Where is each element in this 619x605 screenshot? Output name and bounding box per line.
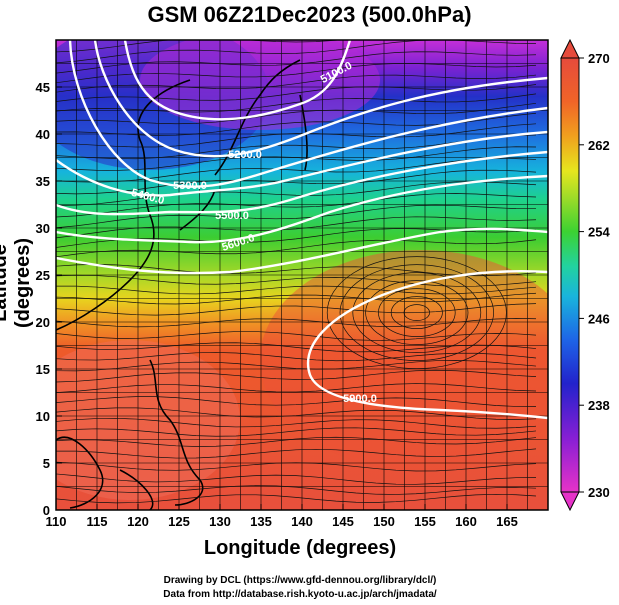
y-axis-label: Latitude (degrees)	[0, 237, 34, 329]
streamline	[339, 264, 494, 361]
y-axis: 0 5 10 15 20 25 30 35 40 45	[36, 80, 62, 518]
credit-data: Data from http://database.rish.kyoto-u.a…	[163, 589, 437, 600]
colorbar: 230 238 246 254 262 270	[560, 38, 610, 512]
streamline	[56, 292, 537, 305]
map-grid	[56, 40, 548, 510]
contour-label: 5200.0	[228, 149, 262, 161]
streamline	[56, 40, 342, 53]
y-tick-label: 25	[36, 268, 50, 283]
streamline	[56, 146, 537, 171]
y-tick-label: 10	[36, 409, 50, 424]
x-tick-label: 160	[455, 514, 477, 529]
colorbar-bottom-arrow	[560, 491, 580, 512]
streamline	[56, 303, 537, 316]
streamline	[365, 280, 469, 345]
streamline	[378, 288, 456, 337]
streamline	[56, 352, 537, 362]
y-tick-label: 45	[36, 80, 50, 95]
x-tick-label: 120	[127, 514, 149, 529]
streamline	[56, 123, 537, 148]
y-tick-label: 20	[36, 315, 50, 330]
credit-drawing: Drawing by DCL (https://www.gfd-dennou.o…	[163, 575, 437, 586]
streamline	[56, 93, 537, 114]
x-tick-label: 150	[373, 514, 395, 529]
streamline	[56, 436, 537, 447]
streamline	[56, 264, 537, 277]
contour-label: 5900.0	[343, 393, 377, 405]
y-tick-label: 0	[43, 503, 50, 518]
contour-label: 5300.0	[173, 180, 207, 192]
contour-label: 5500.0	[215, 210, 249, 222]
colorbar-tick-label: 254	[588, 225, 610, 240]
x-tick-label: 125	[168, 514, 190, 529]
streamline	[56, 158, 537, 183]
streamline	[56, 396, 537, 407]
streamline	[56, 485, 537, 495]
colorbar-tick-label: 238	[588, 398, 610, 413]
streamline	[56, 427, 537, 437]
map-title: GSM 06Z21Dec2023 (500.0hPa)	[147, 2, 472, 27]
streamline	[56, 417, 537, 429]
streamline	[56, 216, 537, 239]
streamline	[56, 63, 537, 84]
colorbar-tick-label: 230	[588, 485, 610, 500]
streamline	[56, 193, 537, 218]
streamline	[56, 493, 537, 504]
y-tick-label: 35	[36, 174, 50, 189]
streamline	[56, 51, 537, 74]
streamline	[403, 304, 430, 321]
streamline	[56, 74, 537, 93]
x-tick-label: 110	[46, 514, 67, 529]
streamline	[56, 448, 537, 459]
x-tick-label: 145	[332, 514, 354, 529]
streamline	[56, 318, 537, 328]
x-tick-label: 165	[496, 514, 518, 529]
streamline	[56, 285, 537, 295]
streamline	[326, 256, 507, 369]
x-axis: 110 115 120 125 130 135 140 145 150 155 160 165	[46, 504, 518, 529]
coastlines	[56, 59, 308, 510]
streamline	[56, 102, 537, 125]
streamline	[56, 360, 537, 372]
x-tick-label: 130	[209, 514, 231, 529]
colorbar-top-arrow	[560, 38, 580, 59]
streamline	[56, 407, 537, 420]
colorbar-tick-label: 270	[588, 51, 610, 66]
y-tick-label: 40	[36, 127, 50, 142]
x-tick-label: 140	[291, 514, 313, 529]
colorbar-bar	[560, 57, 580, 493]
streamline	[56, 461, 537, 472]
streamline	[352, 272, 482, 353]
x-tick-label: 115	[87, 514, 108, 529]
colorbar-tick-label: 262	[588, 138, 610, 153]
streamline	[56, 181, 537, 206]
y-tick-label: 15	[36, 362, 50, 377]
y-tick-label: 30	[36, 221, 50, 236]
streamline	[56, 204, 537, 229]
y-tick-label: 5	[43, 456, 50, 471]
streamline	[56, 239, 537, 258]
streamline	[390, 296, 443, 329]
x-axis-label: Longitude (degrees)	[203, 537, 397, 559]
x-tick-label: 135	[250, 514, 272, 529]
streamline	[56, 383, 537, 393]
streamline	[56, 274, 537, 287]
colorbar-tick-label: 246	[588, 311, 610, 326]
x-tick-label: 155	[414, 514, 436, 529]
height-contours	[56, 40, 548, 420]
streamline	[56, 473, 537, 485]
streamline	[56, 369, 537, 383]
